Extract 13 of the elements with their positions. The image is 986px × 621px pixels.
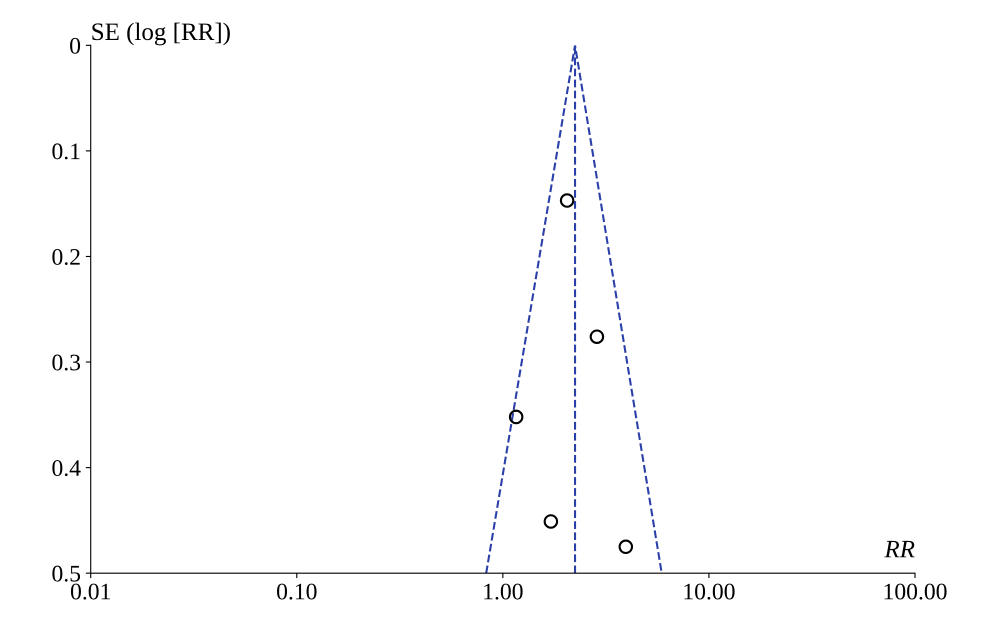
y-tick-label: 0 bbox=[70, 38, 80, 54]
x-tick-label: 1.00 bbox=[484, 584, 523, 600]
y-tick-label: 0.1 bbox=[52, 143, 80, 160]
x-tick-label: 10.00 bbox=[684, 584, 735, 600]
y-axis-title: SE (log [RR]) bbox=[92, 22, 230, 46]
y-tick-label: 0.3 bbox=[52, 354, 80, 371]
x-tick-label: 0.01 bbox=[70, 584, 110, 600]
y-tick-label: 0.4 bbox=[52, 460, 81, 476]
x-tick-label: 100.00 bbox=[884, 584, 947, 600]
x-axis-title: RR bbox=[884, 540, 915, 558]
y-tick-label: 0.2 bbox=[52, 248, 80, 265]
y-tick-label: 0.5 bbox=[52, 566, 80, 582]
x-tick-label: 0.10 bbox=[277, 584, 317, 600]
